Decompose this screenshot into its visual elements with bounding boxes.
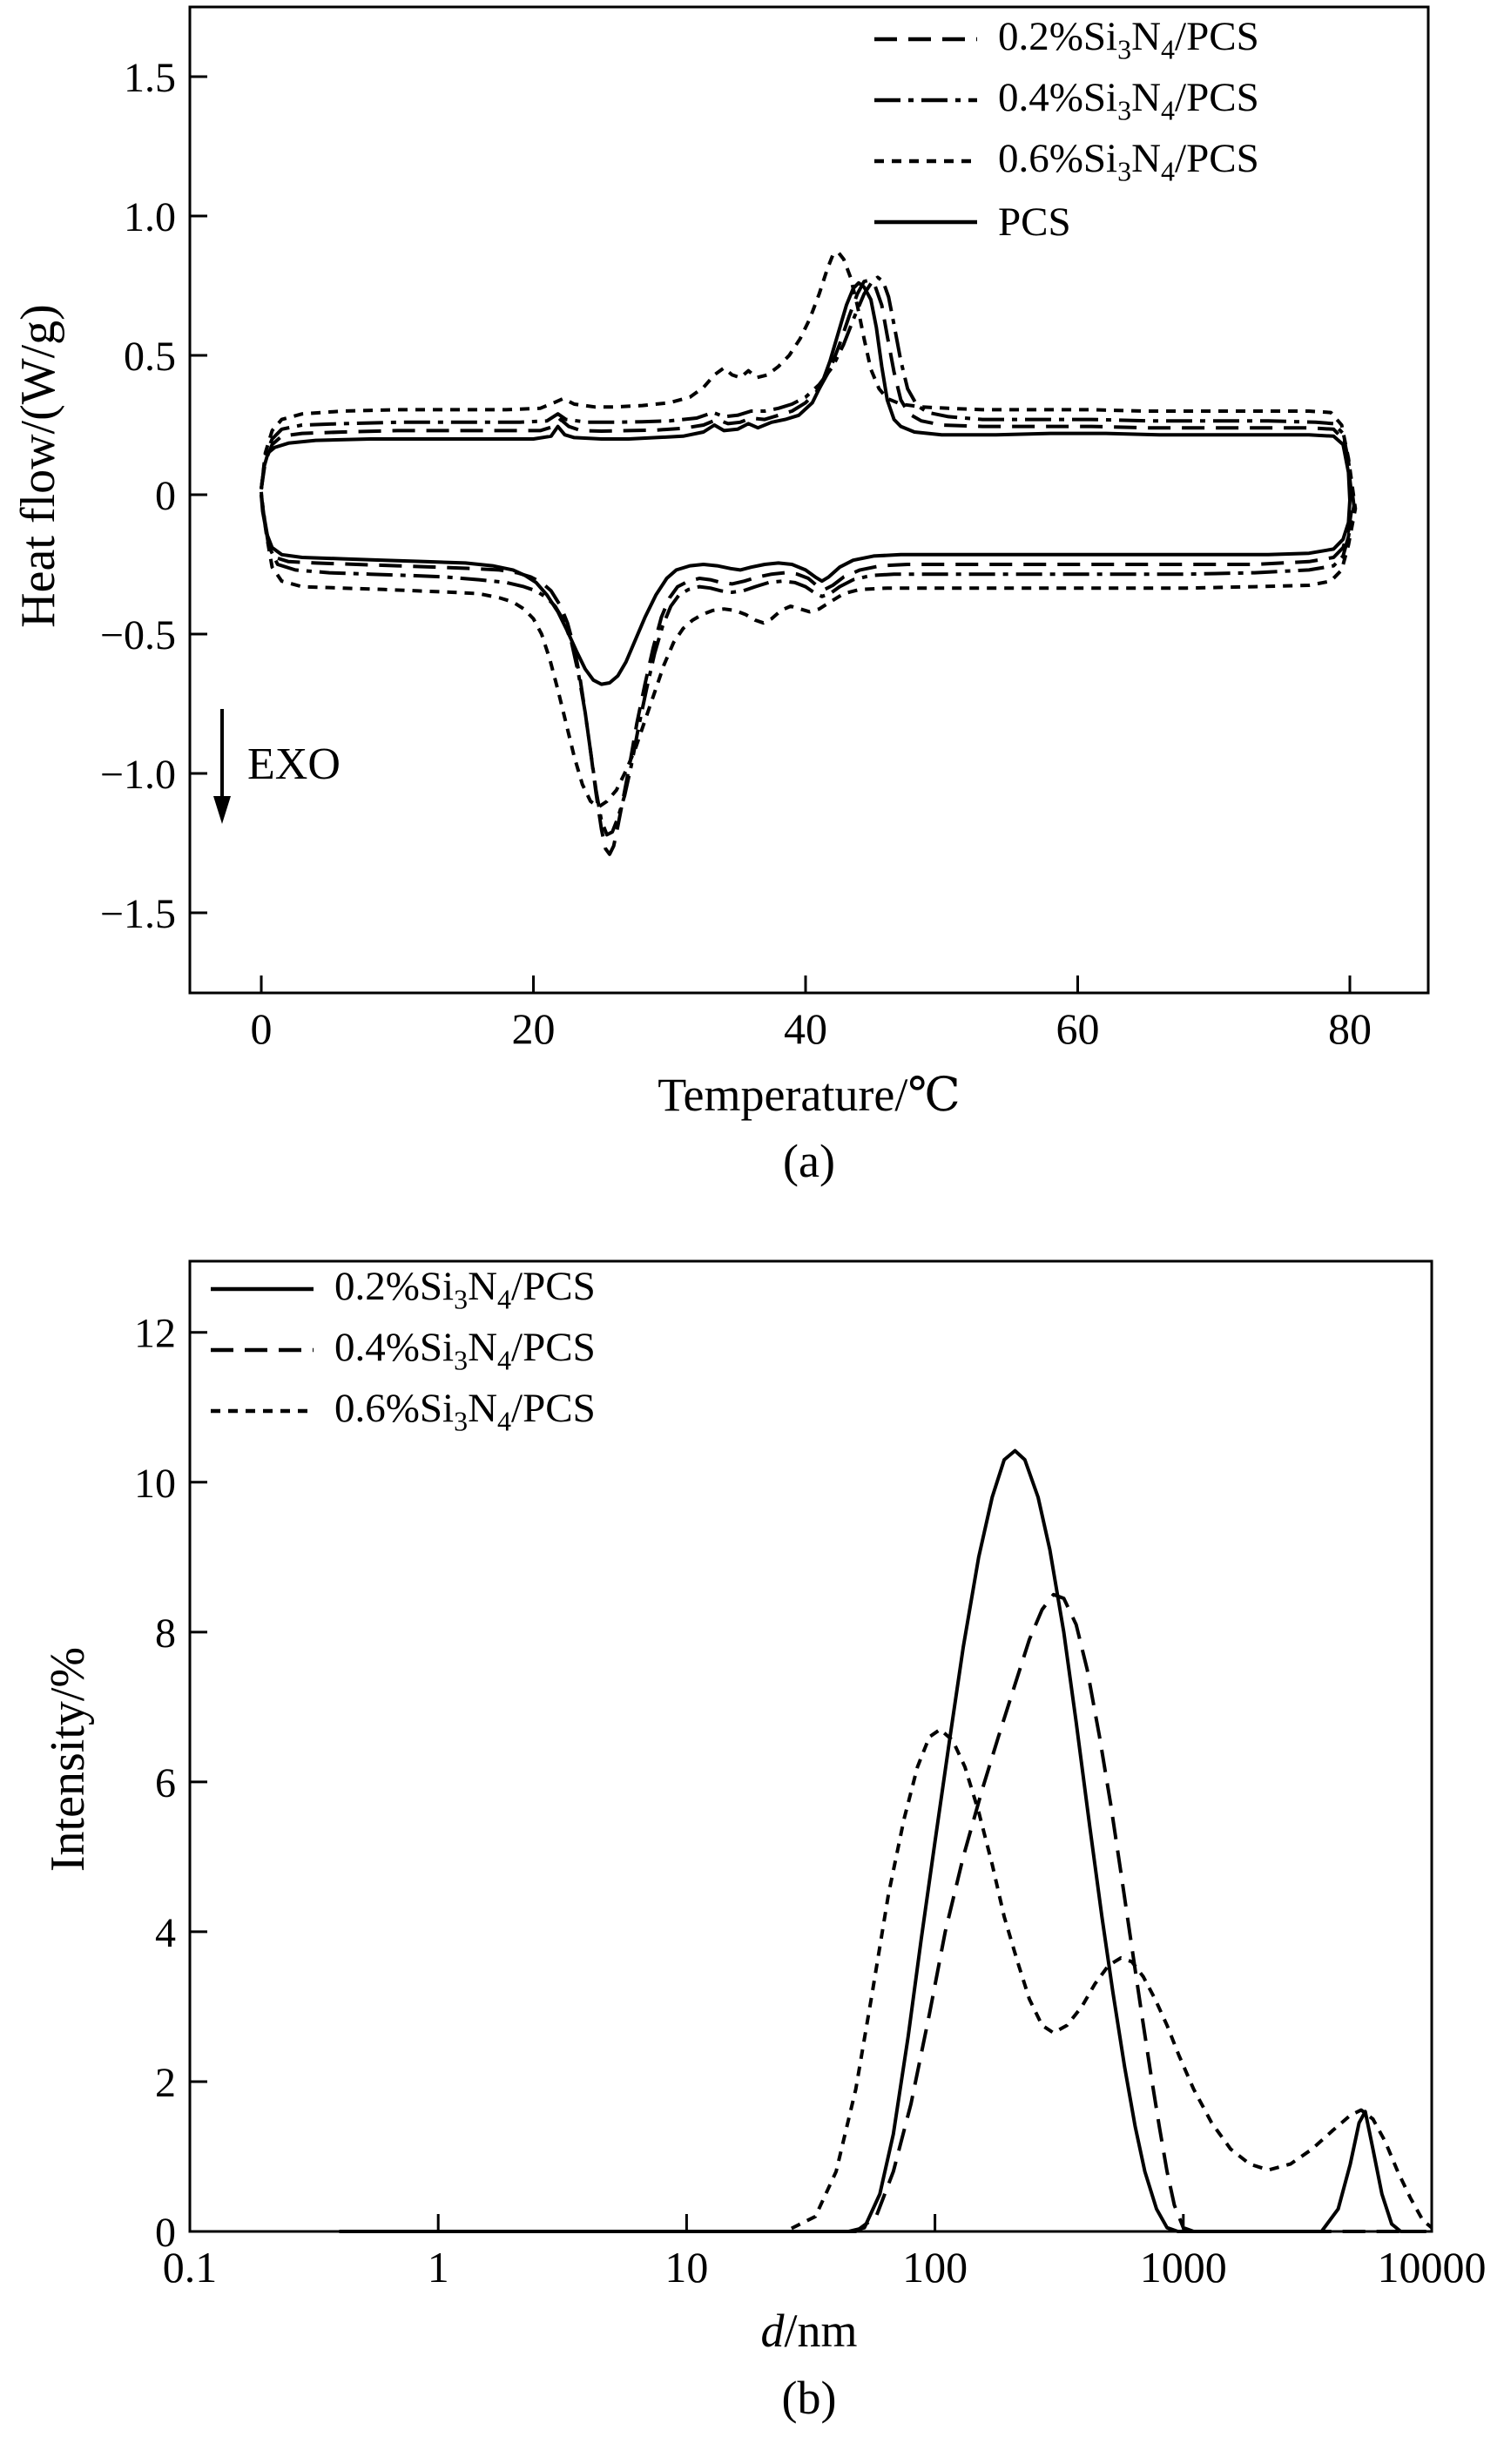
- x-tick-label: 80: [1328, 1004, 1372, 1053]
- legend-label: 0.2%Si3N4/PCS: [998, 13, 1259, 65]
- x-tick-label: 100: [902, 2243, 968, 2292]
- panel-b-x-axis-label: d/nm: [190, 2304, 1428, 2358]
- y-tick-label: 2: [155, 2060, 176, 2106]
- legend-line-sample: [211, 1347, 314, 1353]
- x-tick-label: 10: [664, 2243, 708, 2292]
- legend-item: 0.4%Si3N4/PCS: [209, 1320, 596, 1381]
- legend-label: PCS: [998, 199, 1071, 245]
- legend-line-sample: [874, 98, 977, 103]
- x-tick-label: 20: [512, 1004, 556, 1053]
- panel-b-legend: 0.2%Si3N4/PCS 0.4%Si3N4/PCS 0.6%Si3N4/PCS: [209, 1259, 596, 1441]
- exo-down-arrow-icon: [213, 709, 231, 824]
- legend-line-sample: [874, 159, 977, 164]
- legend-line-sample: [874, 37, 977, 42]
- legend-item: 0.2%Si3N4/PCS: [873, 9, 1259, 70]
- y-tick-label: 12: [134, 1311, 176, 1357]
- legend-label: 0.6%Si3N4/PCS: [998, 135, 1259, 187]
- legend-item: PCS: [873, 192, 1259, 253]
- panel-a-caption: (a): [783, 1135, 835, 1187]
- series-line-2: [260, 275, 1356, 837]
- legend-line-sample: [211, 1408, 314, 1414]
- panel-b-x-axis-label-unit: /nm: [784, 2305, 858, 2357]
- x-tick-label: 60: [1056, 1004, 1100, 1053]
- legend-label: 0.2%Si3N4/PCS: [334, 1263, 596, 1315]
- panel-b-caption: (b): [781, 2372, 837, 2424]
- dsc-plot-area: 0 20 40 60 80 1.5 1.0 0.5 0 −0.5 −1.0 −1.5: [100, 5, 1430, 1053]
- legend-item: 0.4%Si3N4/PCS: [873, 70, 1259, 131]
- y-tick-label: 6: [155, 1760, 176, 1806]
- legend-item: 0.2%Si3N4/PCS: [209, 1259, 596, 1320]
- series-line-0: [339, 1448, 1426, 2233]
- y-tick-label: 1.5: [124, 55, 176, 101]
- legend-line-sample: [874, 219, 977, 225]
- legend-label: 0.4%Si3N4/PCS: [334, 1324, 596, 1376]
- legend-line-sample: [211, 1286, 314, 1292]
- series-line-1: [339, 1592, 1426, 2233]
- legend-item: 0.6%Si3N4/PCS: [209, 1381, 596, 1441]
- legend-label: 0.6%Si3N4/PCS: [334, 1385, 596, 1437]
- x-tick-label: 1: [428, 2243, 449, 2292]
- y-tick-label: −0.5: [100, 612, 176, 658]
- legend-label: 0.4%Si3N4/PCS: [998, 74, 1259, 126]
- x-tick-label: 1000: [1140, 2243, 1227, 2292]
- y-tick-label: 0: [155, 473, 176, 519]
- y-tick-label: 4: [155, 1910, 176, 1956]
- series-line-0: [260, 280, 1352, 686]
- series-line-2: [339, 1727, 1433, 2233]
- plot-frame: [188, 5, 1430, 995]
- x-tick-label: 40: [784, 1004, 827, 1053]
- x-tick-label: 10000: [1378, 2243, 1487, 2292]
- size-distribution-plot-area: 0.1 1 10 100 1000 10000 12 10 8 6 4 2 0: [134, 1259, 1487, 2292]
- x-tick-label: 0: [251, 1004, 273, 1053]
- panel-a-legend: 0.2%Si3N4/PCS 0.4%Si3N4/PCS 0.6%Si3N4/PCS P…: [873, 9, 1259, 253]
- y-tick-label: −1.5: [100, 891, 176, 937]
- y-tick-label: 0.5: [124, 334, 176, 380]
- y-tick-label: 0: [155, 2210, 176, 2256]
- y-tick-label: 10: [134, 1461, 176, 1507]
- panel-a-x-axis-label: Temperature/℃: [658, 1069, 961, 1121]
- exo-label: EXO: [247, 739, 341, 789]
- series-line-3: [260, 250, 1358, 809]
- y-tick-label: 8: [155, 1610, 176, 1657]
- x-tick-label: 0.1: [163, 2243, 218, 2292]
- y-tick-label: −1.0: [100, 752, 176, 798]
- y-tick-label: 1.0: [124, 194, 176, 240]
- panel-b-x-axis-label-symbol: d: [760, 2305, 785, 2357]
- series-line-1: [260, 278, 1355, 856]
- legend-item: 0.6%Si3N4/PCS: [873, 131, 1259, 192]
